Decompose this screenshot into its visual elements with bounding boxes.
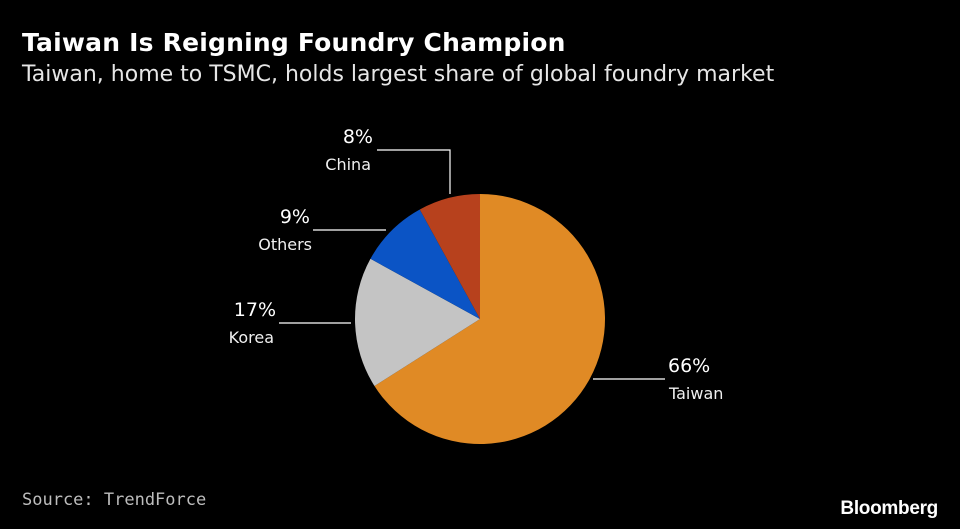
value-label-taiwan: 66% bbox=[668, 355, 710, 377]
category-label-taiwan: Taiwan bbox=[668, 384, 723, 403]
value-label-china: 8% bbox=[343, 126, 373, 148]
leader-line-china bbox=[377, 149, 451, 194]
category-label-china: China bbox=[325, 155, 371, 174]
pie-slice-china bbox=[419, 194, 480, 319]
pie-slice-others bbox=[370, 209, 480, 319]
category-label-korea: Korea bbox=[229, 328, 274, 347]
source-note: Source: TrendForce bbox=[22, 490, 207, 510]
bloomberg-logo: Bloomberg bbox=[840, 498, 938, 519]
pie-slice-taiwan bbox=[374, 194, 605, 444]
value-label-korea: 17% bbox=[234, 299, 276, 321]
chart-subtitle: Taiwan, home to TSMC, holds largest shar… bbox=[22, 62, 775, 87]
pie-slice-korea bbox=[355, 258, 480, 386]
value-label-others: 9% bbox=[280, 206, 310, 228]
category-label-others: Others bbox=[258, 235, 312, 254]
chart-title: Taiwan Is Reigning Foundry Champion bbox=[22, 28, 566, 57]
